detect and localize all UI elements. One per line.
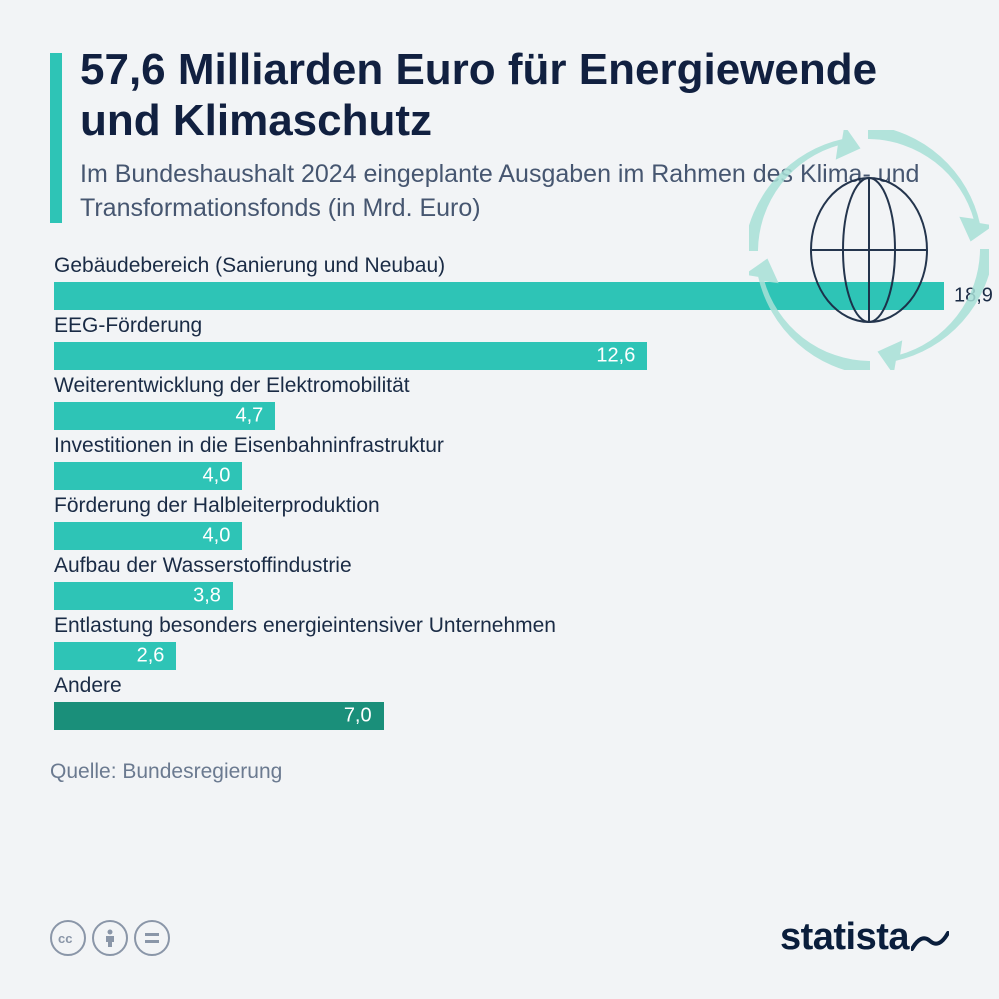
bar-value: 2,6 <box>137 644 165 667</box>
svg-text:cc: cc <box>58 931 72 945</box>
bar-row: Aufbau der Wasserstoffindustrie 3,8 <box>54 554 949 610</box>
by-icon <box>92 920 128 956</box>
bar-wrap: 3,8 <box>54 582 949 610</box>
bar: 4,7 <box>54 402 275 430</box>
bar-label: Weiterentwicklung der Elektromobilität <box>54 374 949 398</box>
bar: 7,0 <box>54 702 384 730</box>
bar-label: Investitionen in die Eisenbahninfrastruk… <box>54 434 949 458</box>
bar-wrap: 4,7 <box>54 402 949 430</box>
statista-wave-icon <box>911 931 949 951</box>
bar-wrap: 7,0 <box>54 702 949 730</box>
bar: 3,8 <box>54 582 233 610</box>
bar-row: Weiterentwicklung der Elektromobilität 4,… <box>54 374 949 430</box>
statista-logo: statista <box>780 916 949 959</box>
source-label: Quelle: Bundesregierung <box>50 760 949 784</box>
cc-icon: cc <box>50 920 86 956</box>
bar-row: Förderung der Halbleiterproduktion 4,0 <box>54 494 949 550</box>
bar-wrap: 4,0 <box>54 462 949 490</box>
bar-value: 7,0 <box>344 704 372 727</box>
footer: cc statista <box>50 916 949 959</box>
globe-recycle-icon <box>749 130 989 370</box>
brand-text: statista <box>780 916 909 959</box>
bar-label: Entlastung besonders energieintensiver U… <box>54 614 949 638</box>
bar-value: 4,0 <box>203 464 231 487</box>
bar-label: Andere <box>54 674 949 698</box>
bar-label: Förderung der Halbleiterproduktion <box>54 494 949 518</box>
bar: 2,6 <box>54 642 176 670</box>
bar-row: Andere 7,0 <box>54 674 949 730</box>
bar-value: 4,7 <box>236 404 264 427</box>
bar-value: 4,0 <box>203 524 231 547</box>
bar-value: 3,8 <box>193 584 221 607</box>
nd-icon <box>134 920 170 956</box>
bar: 4,0 <box>54 462 242 490</box>
bar-wrap: 4,0 <box>54 522 949 550</box>
bar-wrap: 2,6 <box>54 642 949 670</box>
accent-bar <box>50 53 62 223</box>
bar-value: 12,6 <box>596 344 635 367</box>
bar: 12,6 <box>54 342 647 370</box>
bar-label: Aufbau der Wasserstoffindustrie <box>54 554 949 578</box>
cc-license-icons: cc <box>50 920 170 956</box>
bar-row: Entlastung besonders energieintensiver U… <box>54 614 949 670</box>
bar: 4,0 <box>54 522 242 550</box>
bar-row: Investitionen in die Eisenbahninfrastruk… <box>54 434 949 490</box>
